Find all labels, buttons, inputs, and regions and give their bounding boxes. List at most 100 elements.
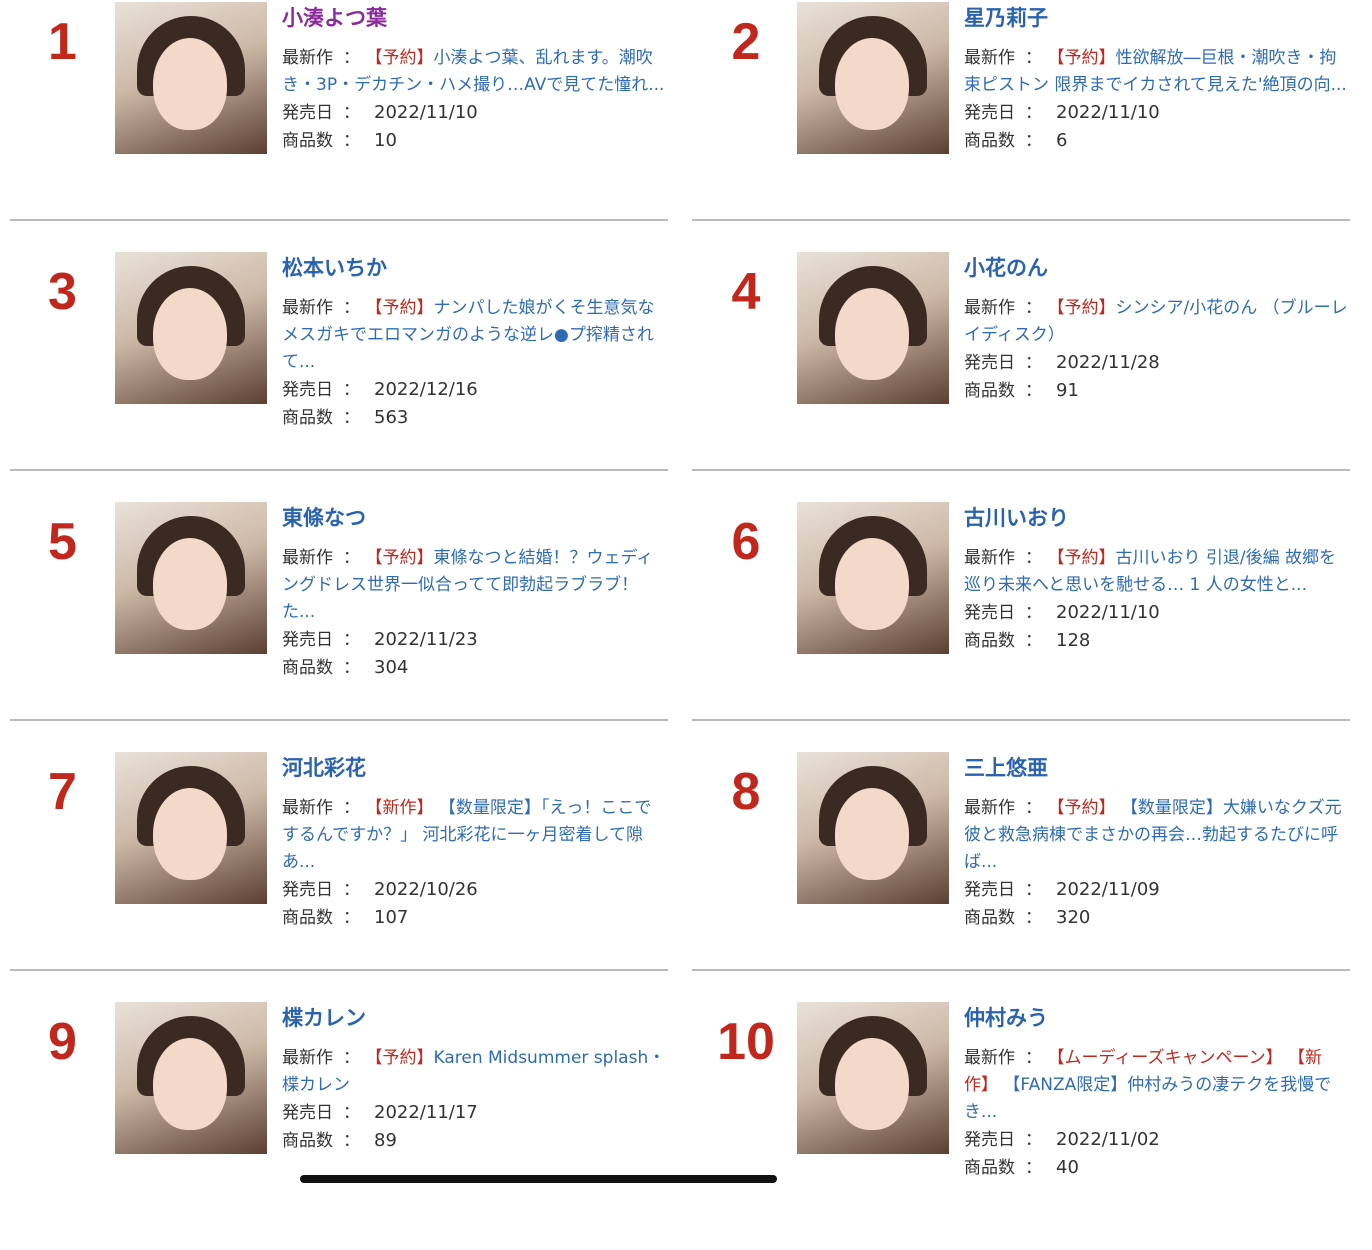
latest-release: 最新作：【予約】古川いおり 引退/後編 故郷を巡り未来へと思いを馳せる… 1 人… <box>964 548 1337 595</box>
rank-number: 2 <box>731 13 761 71</box>
release-date-row: 発売日： 2022/12/16 <box>282 379 478 400</box>
product-count: 6 <box>1056 130 1068 151</box>
latest-release: 最新作：【新作】 【数量限定】「えっ！ここでするんですか？」 河北彩花に一ヶ月密… <box>282 798 652 872</box>
actress-name-link[interactable]: 楪カレン <box>282 1006 366 1030</box>
rank-number: 10 <box>717 1013 775 1071</box>
product-count: 91 <box>1056 380 1079 401</box>
product-count: 304 <box>374 657 409 678</box>
actress-photo[interactable] <box>797 502 949 654</box>
release-date: 2022/11/09 <box>1056 879 1160 900</box>
release-date-row: 発売日： 2022/11/10 <box>964 602 1160 623</box>
latest-release: 最新作：【ムーディーズキャンペーン】 【新作】 【FANZA限定】仲村みうの凄テ… <box>964 1048 1332 1122</box>
product-count-row: 商品数： 40 <box>964 1157 1079 1178</box>
latest-release: 最新作：【予約】東條なつと結婚！？ウェディングドレス世界一似合ってて即勃起ラブラ… <box>282 548 654 622</box>
actress-name-link[interactable]: 星乃莉子 <box>964 6 1048 30</box>
latest-release: 最新作：【予約】シンシア/小花のん （ブルーレイディスク） <box>964 298 1348 345</box>
latest-release: 最新作：【予約】Karen Midsummer splash・楪カレン <box>282 1048 666 1095</box>
actress-photo[interactable] <box>115 502 267 654</box>
latest-label: 最新作 <box>964 48 1015 68</box>
product-count: 89 <box>374 1130 397 1151</box>
status-tag: 【新作】 <box>374 798 434 818</box>
latest-label: 最新作 <box>282 548 333 568</box>
actress-photo[interactable] <box>797 2 949 154</box>
status-tag: 【予約】 <box>1056 298 1116 318</box>
divider <box>692 719 1350 721</box>
actress-name-link[interactable]: 河北彩花 <box>282 756 366 780</box>
latest-label: 最新作 <box>282 1048 333 1068</box>
release-date: 2022/11/10 <box>374 102 478 123</box>
actress-name-link[interactable]: 松本いちか <box>282 256 387 280</box>
ranking-item: 3 松本いちか 最新作：【予約】ナンパした娘がくそ生意気なメスガキでエロマンガの… <box>0 250 680 500</box>
latest-label: 最新作 <box>964 298 1015 318</box>
ranking-item: 9 楪カレン 最新作：【予約】Karen Midsummer splash・楪カ… <box>0 1000 680 1250</box>
divider <box>10 719 668 721</box>
latest-label: 最新作 <box>282 48 333 68</box>
latest-title-link[interactable]: 【数量限定】大嫌いなクズ元彼と救急病棟でまさかの再会…勃起するたびに呼ば... <box>964 798 1342 872</box>
rank-number: 7 <box>48 763 77 821</box>
product-count-row: 商品数： 91 <box>964 380 1079 401</box>
latest-title-link[interactable]: 【数量限定】「えっ！ここでするんですか？」 河北彩花に一ヶ月密着して隙あ... <box>282 798 652 872</box>
home-indicator <box>300 1175 777 1183</box>
release-date: 2022/11/23 <box>374 629 478 650</box>
latest-release: 最新作：【予約】ナンパした娘がくそ生意気なメスガキでエロマンガのような逆レ●プ搾… <box>282 298 655 372</box>
actress-name-link[interactable]: 三上悠亜 <box>964 756 1048 780</box>
actress-name-link[interactable]: 東條なつ <box>282 506 366 530</box>
actress-photo[interactable] <box>797 752 949 904</box>
actress-photo[interactable] <box>115 1002 267 1154</box>
release-date-row: 発売日： 2022/11/10 <box>964 102 1160 123</box>
product-count-row: 商品数： 563 <box>282 407 409 428</box>
latest-title-link[interactable]: 古川いおり 引退/後編 故郷を巡り未来へと思いを馳せる… 1 人の女性と... <box>964 548 1337 595</box>
product-count-row: 商品数： 304 <box>282 657 409 678</box>
latest-title-link[interactable]: 【FANZA限定】仲村みうの凄テクを我慢でき... <box>964 1075 1332 1122</box>
product-count-row: 商品数： 10 <box>282 130 397 151</box>
product-count: 128 <box>1056 630 1091 651</box>
actress-photo[interactable] <box>115 2 267 154</box>
latest-title-link[interactable]: Karen Midsummer splash・楪カレン <box>282 1048 666 1095</box>
release-date: 2022/11/28 <box>1056 352 1160 373</box>
ranking-item: 1 小湊よつ葉 最新作：【予約】小湊よつ葉、乱れます。潮吹き・3P・デカチン・ハ… <box>0 0 680 250</box>
actress-name-link[interactable]: 古川いおり <box>964 506 1069 530</box>
latest-title-link[interactable]: 小湊よつ葉、乱れます。潮吹き・3P・デカチン・ハメ撮り…AVで見てた憧れ... <box>282 48 665 95</box>
product-count: 10 <box>374 130 397 151</box>
release-date-row: 発売日： 2022/11/02 <box>964 1129 1160 1150</box>
ranking-item: 7 河北彩花 最新作：【新作】 【数量限定】「えっ！ここでするんですか？」 河北… <box>0 750 680 1000</box>
actress-name-link[interactable]: 仲村みう <box>964 1006 1048 1030</box>
actress-name-link[interactable]: 小湊よつ葉 <box>282 6 387 30</box>
status-tag: 【予約】 <box>374 298 434 318</box>
actress-photo[interactable] <box>115 252 267 404</box>
latest-title-link[interactable]: シンシア/小花のん （ブルーレイディスク） <box>964 298 1348 345</box>
release-date: 2022/11/10 <box>1056 602 1160 623</box>
status-tag: 【予約】 <box>1056 798 1116 818</box>
rank-number: 5 <box>48 513 77 571</box>
actress-photo[interactable] <box>115 752 267 904</box>
latest-title-link[interactable]: 東條なつと結婚！？ウェディングドレス世界一似合ってて即勃起ラブラブ！ た... <box>282 548 654 622</box>
release-date: 2022/12/16 <box>374 379 478 400</box>
latest-label: 最新作 <box>964 548 1015 568</box>
actress-photo[interactable] <box>797 1002 949 1154</box>
rank-number: 1 <box>48 13 77 71</box>
status-tag: 【ムーディーズキャンペーン】 【新作】 <box>964 1048 1323 1095</box>
product-count: 107 <box>374 907 409 928</box>
release-date: 2022/11/10 <box>1056 102 1160 123</box>
latest-title-link[interactable]: ナンパした娘がくそ生意気なメスガキでエロマンガのような逆レ●プ搾精されて... <box>282 298 655 372</box>
actress-name-link[interactable]: 小花のん <box>964 256 1048 280</box>
release-date: 2022/11/02 <box>1056 1129 1160 1150</box>
ranking-item: 10 仲村みう 最新作：【ムーディーズキャンペーン】 【新作】 【FANZA限定… <box>682 1000 1362 1250</box>
status-tag: 【予約】 <box>374 1048 434 1068</box>
latest-title-link[interactable]: 性欲解放―巨根・潮吹き・拘束ピストン 限界までイカされて見えた'絶頂の向... <box>964 48 1347 95</box>
rank-number: 9 <box>48 1013 77 1071</box>
release-date-row: 発売日： 2022/11/09 <box>964 879 1160 900</box>
status-tag: 【予約】 <box>374 548 434 568</box>
ranking-item: 2 星乃莉子 最新作：【予約】性欲解放―巨根・潮吹き・拘束ピストン 限界までイカ… <box>682 0 1362 250</box>
ranking-item: 8 三上悠亜 最新作：【予約】 【数量限定】大嫌いなクズ元彼と救急病棟でまさかの… <box>682 750 1362 1000</box>
latest-release: 最新作：【予約】性欲解放―巨根・潮吹き・拘束ピストン 限界までイカされて見えた'… <box>964 48 1347 95</box>
product-count: 320 <box>1056 907 1091 928</box>
status-tag: 【予約】 <box>1056 48 1116 68</box>
actress-photo[interactable] <box>797 252 949 404</box>
divider <box>10 219 668 221</box>
rank-number: 3 <box>48 263 77 321</box>
release-date: 2022/10/26 <box>374 879 478 900</box>
rank-number: 4 <box>731 263 761 321</box>
ranking-item: 4 小花のん 最新作：【予約】シンシア/小花のん （ブルーレイディスク） 発売日… <box>682 250 1362 500</box>
product-count: 40 <box>1056 1157 1079 1178</box>
